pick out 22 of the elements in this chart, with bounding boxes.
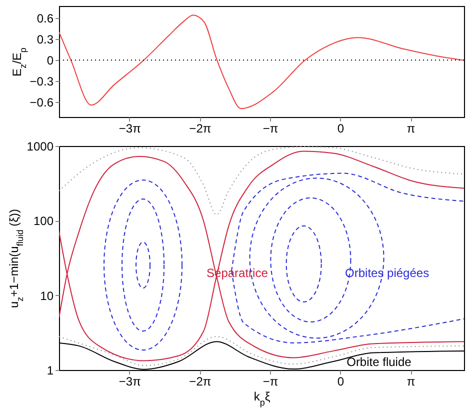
y-tick-label: −0.6 bbox=[30, 96, 54, 110]
y-tick-label: −0.3 bbox=[30, 74, 54, 89]
y-tick-label: 100 bbox=[33, 214, 54, 228]
x-tick-label: −π bbox=[262, 122, 278, 136]
x-tick-label: 0 bbox=[337, 374, 344, 388]
x-tick-label: 0 bbox=[337, 122, 344, 136]
x-axis-title: k$_{p}$ξ bbox=[254, 390, 271, 408]
text: Orbites piégées bbox=[345, 266, 430, 280]
x-tick-label: −2π bbox=[189, 122, 212, 136]
y-tick-label: 0.3 bbox=[36, 32, 54, 47]
y-tick-label: 10 bbox=[40, 288, 54, 303]
x-tick-label: −3π bbox=[118, 122, 141, 136]
x-tick-label: −π bbox=[262, 374, 278, 388]
x-tick-label: −3π bbox=[118, 374, 141, 388]
y-tick-label: 0 bbox=[46, 54, 54, 68]
x-tick-label: π bbox=[406, 374, 416, 388]
x-tick-label: π bbox=[406, 122, 416, 136]
y-tick-label: 0.6 bbox=[36, 11, 54, 26]
series-label: Orbite fluide bbox=[346, 355, 412, 370]
y-tick-label: 1 bbox=[46, 364, 54, 378]
y-tick-label: 1000 bbox=[26, 140, 54, 154]
x-tick-label: −2π bbox=[189, 374, 212, 388]
